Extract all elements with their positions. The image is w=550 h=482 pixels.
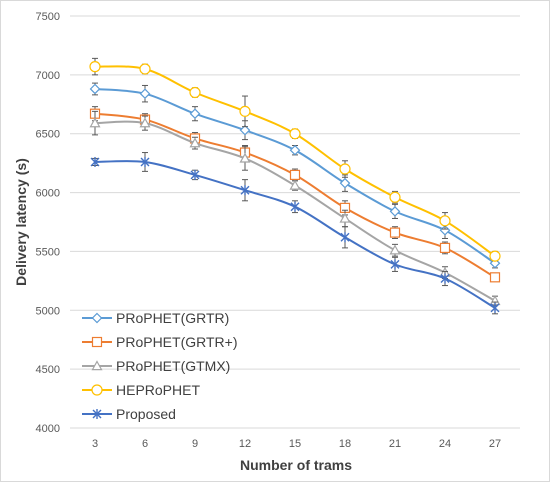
data-point bbox=[239, 152, 251, 163]
y-tick-label: 6000 bbox=[36, 188, 60, 200]
legend-item: PRoPHET(GTMX) bbox=[82, 358, 230, 374]
data-point bbox=[89, 61, 101, 73]
data-point bbox=[389, 191, 401, 203]
y-axis-ticks: 4000 4500 5000 5500 6000 6500 7000 7500 bbox=[36, 11, 60, 435]
x-axis-ticks: 3 6 9 12 15 18 21 24 27 bbox=[92, 438, 501, 450]
y-axis-title: Delivery latency (s) bbox=[13, 158, 29, 286]
data-point bbox=[139, 63, 151, 75]
data-point bbox=[91, 312, 103, 324]
data-point bbox=[239, 124, 251, 136]
legend-label: PRoPHET(GRTR) bbox=[116, 310, 229, 326]
data-point bbox=[489, 272, 501, 283]
legend-item: PRoPHET(GRTR) bbox=[82, 310, 229, 326]
y-tick-label: 4000 bbox=[36, 423, 60, 435]
legend: PRoPHET(GRTR) PRoPHET(GRTR+) PRoPHET(GTMX)… bbox=[82, 310, 237, 422]
data-point bbox=[189, 108, 201, 120]
legend-item: PRoPHET(GRTR+) bbox=[82, 334, 237, 350]
data-point bbox=[92, 409, 102, 419]
data-point bbox=[389, 227, 401, 238]
data-point bbox=[90, 156, 100, 167]
x-tick-label: 3 bbox=[92, 438, 98, 450]
y-tick-label: 7500 bbox=[36, 11, 60, 23]
data-point bbox=[389, 244, 401, 255]
series-group bbox=[89, 57, 501, 315]
data-point bbox=[190, 169, 200, 180]
legend-label: PRoPHET(GRTR+) bbox=[116, 334, 237, 350]
legend-item: HEPRoPHET bbox=[82, 382, 200, 398]
x-tick-label: 18 bbox=[339, 438, 351, 450]
data-point bbox=[189, 86, 201, 99]
data-point bbox=[89, 117, 101, 128]
data-point bbox=[339, 177, 351, 189]
y-tick-label: 5000 bbox=[36, 305, 60, 317]
y-tick-label: 7000 bbox=[36, 70, 60, 82]
data-point bbox=[139, 117, 151, 128]
y-tick-label: 6500 bbox=[36, 129, 60, 141]
data-point bbox=[189, 137, 201, 148]
data-point bbox=[289, 179, 301, 190]
x-axis-title: Number of trams bbox=[240, 457, 352, 473]
legend-item: Proposed bbox=[82, 406, 176, 422]
x-tick-label: 24 bbox=[439, 438, 451, 450]
data-point bbox=[289, 169, 301, 181]
series-heprophet bbox=[89, 57, 501, 262]
x-tick-label: 6 bbox=[142, 438, 148, 450]
x-tick-label: 9 bbox=[192, 438, 198, 450]
data-point bbox=[289, 144, 301, 156]
series-prophet-gtmx bbox=[89, 110, 501, 307]
data-point bbox=[339, 212, 351, 223]
legend-label: PRoPHET(GTMX) bbox=[116, 358, 230, 374]
data-point bbox=[439, 215, 451, 227]
data-point bbox=[91, 336, 103, 348]
data-point bbox=[140, 156, 150, 167]
legend-label: HEPRoPHET bbox=[116, 382, 200, 398]
data-point bbox=[389, 206, 401, 217]
data-point bbox=[240, 185, 250, 196]
data-point bbox=[439, 242, 451, 253]
data-point bbox=[440, 273, 450, 284]
x-tick-label: 21 bbox=[389, 438, 401, 450]
data-point bbox=[339, 163, 351, 175]
data-point bbox=[489, 250, 501, 262]
x-tick-label: 15 bbox=[289, 438, 301, 450]
series-line bbox=[94, 65, 496, 257]
x-tick-label: 27 bbox=[489, 438, 501, 450]
y-tick-label: 4500 bbox=[36, 364, 60, 376]
data-point bbox=[91, 384, 103, 396]
data-point bbox=[290, 201, 300, 212]
data-point bbox=[490, 302, 500, 313]
legend-label: Proposed bbox=[116, 406, 176, 422]
data-point bbox=[289, 128, 301, 140]
data-point bbox=[340, 232, 350, 243]
data-point bbox=[89, 83, 101, 95]
y-tick-label: 5500 bbox=[36, 246, 60, 258]
data-point bbox=[139, 88, 151, 100]
series-proposed bbox=[90, 152, 500, 315]
data-point bbox=[91, 360, 103, 371]
data-point bbox=[390, 259, 400, 270]
x-tick-label: 12 bbox=[239, 438, 251, 450]
data-point bbox=[239, 105, 251, 117]
